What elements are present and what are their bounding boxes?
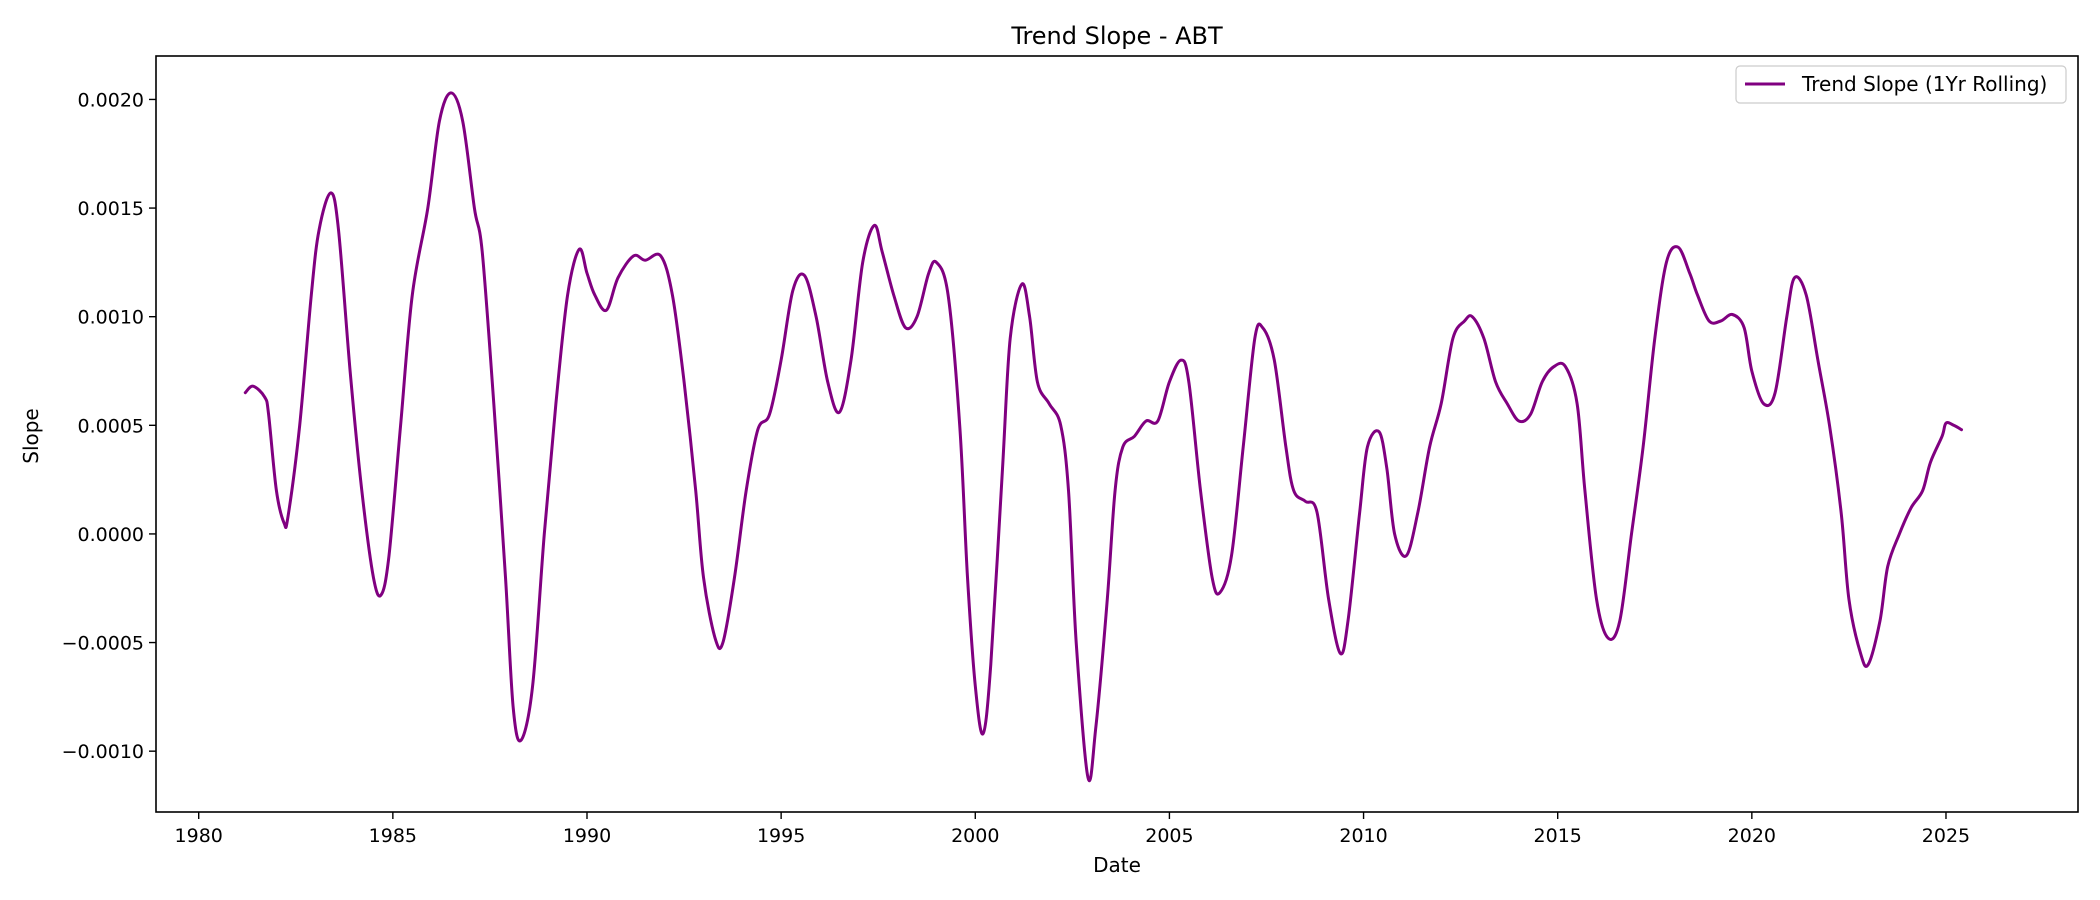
x-axis-title: Date [1093, 853, 1141, 877]
y-tick-label: 0.0020 [78, 89, 144, 111]
y-tick-label: 0.0005 [78, 415, 144, 437]
plot-frame [155, 55, 2079, 813]
y-tick-label: 0.0000 [78, 524, 144, 546]
x-tick-label: 2010 [1339, 825, 1387, 847]
series-line-trend-slope [243, 91, 1963, 782]
x-tick-label: 2025 [1922, 825, 1970, 847]
x-axis: 1980 1985 1990 1995 2000 2005 2010 2015 2020 2025 [175, 812, 1970, 847]
legend: Trend Slope (1Yr Rolling) [1735, 65, 2067, 104]
x-tick-label: 1985 [369, 825, 417, 847]
x-tick-label: 2020 [1728, 825, 1776, 847]
x-tick-label: 1980 [175, 825, 223, 847]
y-tick-label: −0.0010 [62, 741, 144, 763]
y-tick-label: 0.0015 [78, 198, 144, 220]
x-tick-label: 2000 [951, 825, 999, 847]
x-tick-label: 1990 [563, 825, 611, 847]
plot-area [243, 91, 1963, 782]
y-tick-label: 0.0010 [78, 307, 144, 329]
y-tick-label: −0.0005 [62, 633, 144, 655]
chart-title: Trend Slope - ABT [1010, 22, 1223, 50]
x-tick-label: 2015 [1534, 825, 1582, 847]
legend-entry-label: Trend Slope (1Yr Rolling) [1801, 72, 2047, 96]
x-tick-label: 1995 [757, 825, 805, 847]
y-axis-title: Slope [19, 408, 43, 464]
legend-box [1735, 65, 2067, 104]
y-axis: −0.0010 −0.0005 0.0000 0.0005 0.0010 0.0015 0.… [62, 89, 156, 763]
x-tick-label: 2005 [1145, 825, 1193, 847]
